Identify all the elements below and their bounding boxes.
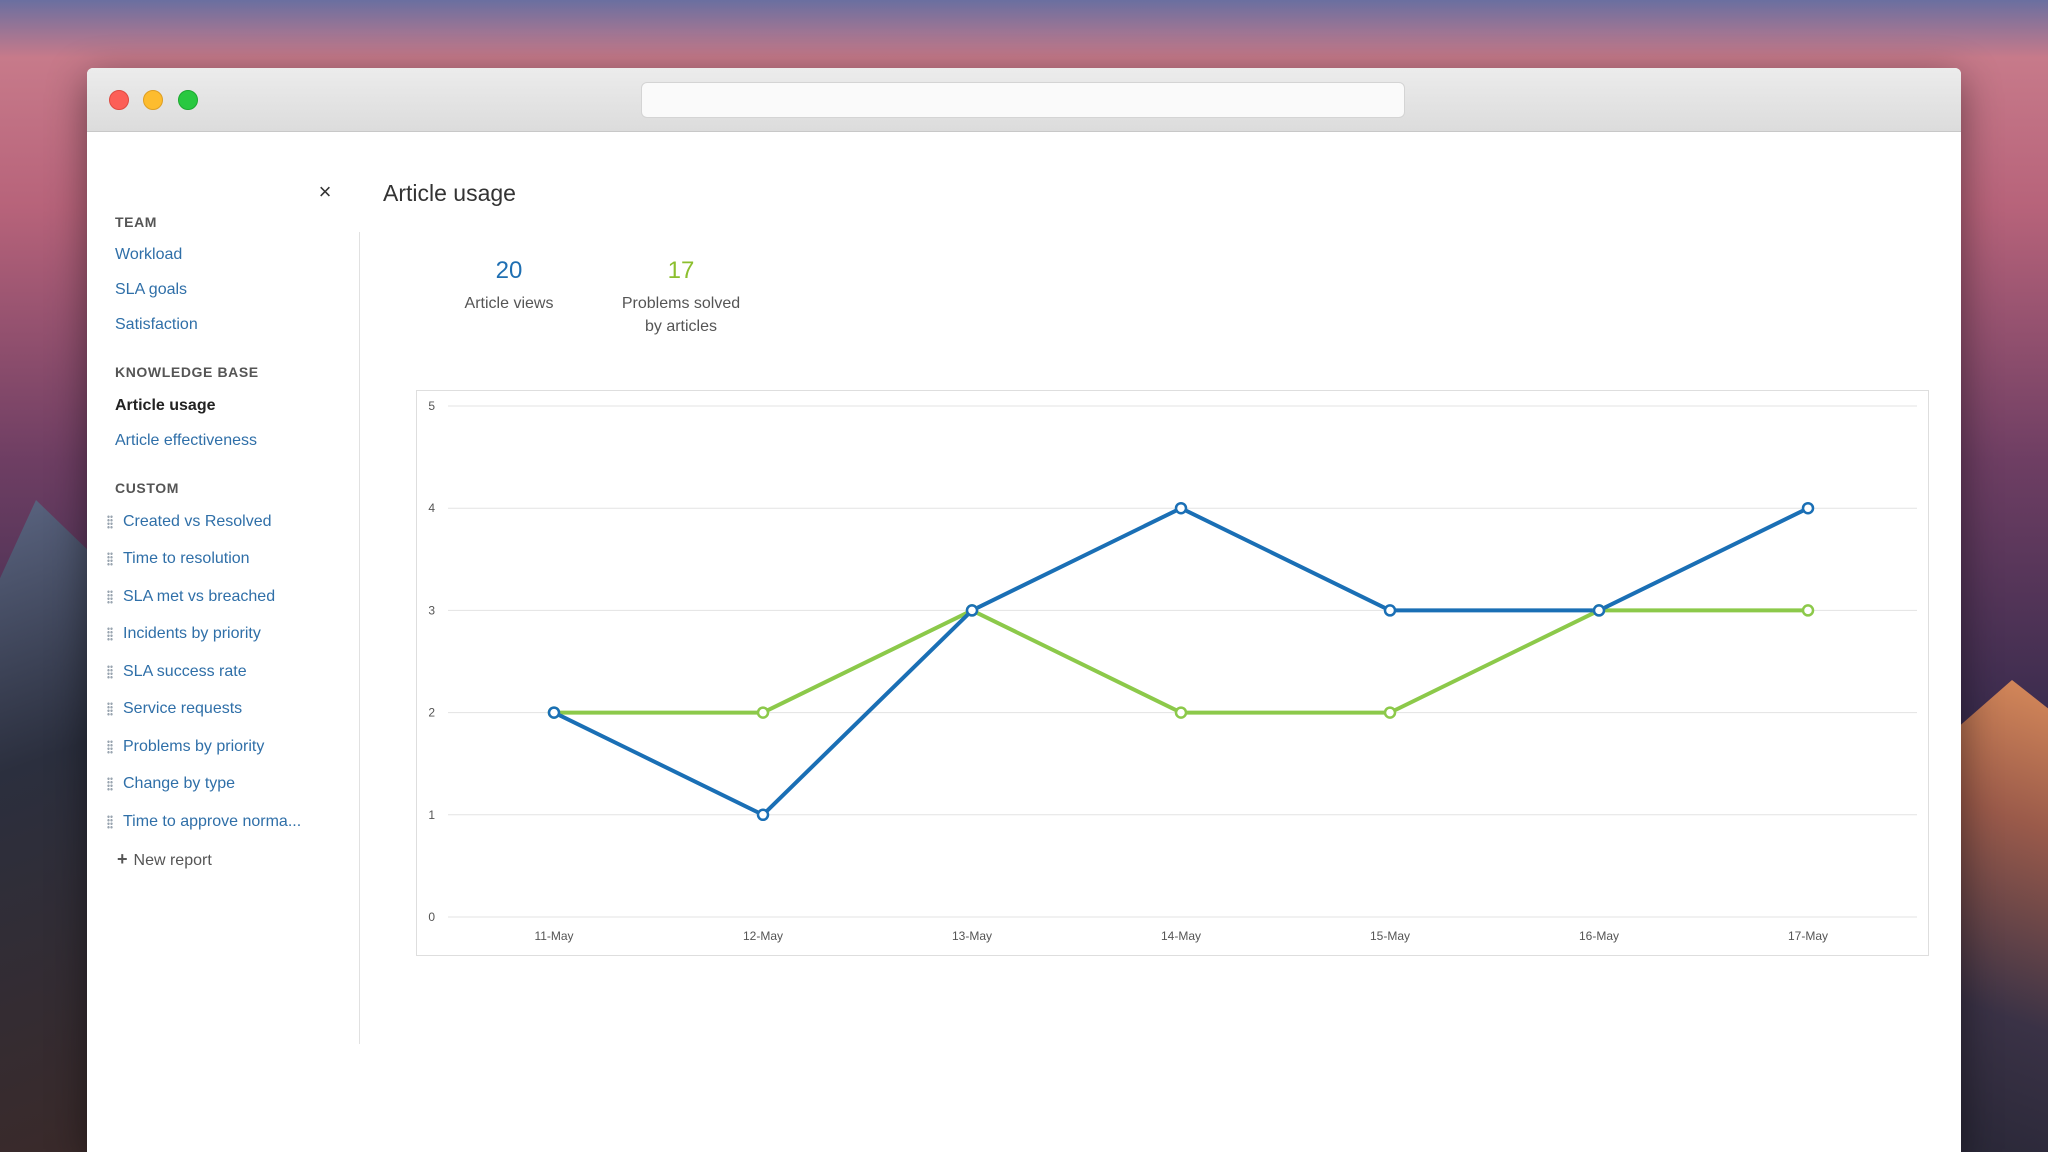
data-point (1174, 706, 1188, 719)
y-tick-label: 1 (428, 808, 435, 822)
x-tick-label: 17-May (1788, 929, 1828, 943)
metric-value: 20 (495, 257, 523, 284)
sidebar-item-label: Problems by priority (123, 738, 265, 755)
data-point (1383, 706, 1397, 719)
sidebar-item-label: Service requests (123, 700, 243, 717)
sidebar-item-problems-by-priority[interactable]: Problems by priority (107, 738, 264, 756)
y-tick-label: 4 (428, 501, 435, 515)
sidebar-item-time-to-resolution[interactable]: Time to resolution (107, 550, 250, 568)
data-point (756, 706, 770, 719)
data-point (965, 604, 979, 617)
metric-label-line2: by articles (644, 318, 718, 335)
sidebar-divider (359, 232, 360, 1044)
window-minimize-button[interactable] (143, 90, 163, 110)
metric-label: Article views (464, 295, 554, 312)
sidebar-heading-knowledge-base: KNOWLEDGE BASE (115, 364, 259, 380)
window-titlebar (87, 68, 1961, 132)
sidebar-item-label: Time to approve norma... (123, 813, 302, 830)
page-title: Article usage (383, 180, 516, 206)
sidebar-item-service-requests[interactable]: Service requests (107, 700, 242, 718)
drag-handle-icon[interactable] (107, 552, 113, 566)
drag-handle-icon[interactable] (107, 590, 113, 604)
data-point (756, 808, 770, 822)
y-tick-label: 3 (428, 603, 435, 617)
x-tick-label: 16-May (1579, 929, 1619, 943)
wallpaper-mountain-left (0, 500, 90, 1152)
sidebar-item-workload[interactable]: Workload (115, 246, 183, 263)
sidebar-item-time-to-approve[interactable]: Time to approve norma... (107, 813, 301, 831)
drag-handle-icon[interactable] (107, 665, 113, 679)
new-report-button[interactable]: + New report (117, 849, 212, 870)
metric-article-views: 20 Article views (444, 256, 574, 315)
y-tick-label: 2 (428, 706, 435, 720)
data-point (1592, 604, 1606, 617)
line-chart: 0 1 2 3 4 5 11-May 12-May 13-May 14-May 15-May 16-M… (416, 390, 1929, 956)
series-line-0 (553, 506, 1809, 817)
x-tick-label: 15-May (1370, 929, 1410, 943)
wallpaper-mountain-right (1958, 680, 2048, 1152)
x-tick-label: 14-May (1161, 929, 1201, 943)
sidebar-item-incidents-by-priority[interactable]: Incidents by priority (107, 625, 261, 643)
data-point (1801, 604, 1815, 617)
sidebar-item-satisfaction[interactable]: Satisfaction (115, 316, 198, 333)
drag-handle-icon[interactable] (107, 815, 113, 829)
chart-canvas: 0 1 2 3 4 5 11-May 12-May 13-May 14-May 15-May 16-M… (428, 399, 1917, 943)
sidebar-item-label: Change by type (123, 775, 236, 792)
sidebar-item-label: SLA met vs breached (123, 588, 276, 605)
address-bar[interactable] (641, 82, 1405, 118)
sidebar-item-article-effectiveness[interactable]: Article effectiveness (115, 432, 257, 449)
metric-value: 17 (667, 257, 695, 284)
x-tick-label: 12-May (743, 929, 783, 943)
new-report-label: New report (133, 852, 212, 869)
y-tick-label: 0 (428, 910, 435, 924)
data-point (547, 706, 561, 719)
x-tick-label: 13-May (952, 929, 992, 943)
drag-handle-icon[interactable] (107, 740, 113, 754)
drag-handle-icon[interactable] (107, 777, 113, 791)
plus-icon: + (117, 849, 128, 869)
sidebar-item-label: SLA success rate (123, 663, 247, 680)
sidebar-item-article-usage[interactable]: Article usage (115, 397, 216, 414)
x-tick-label: 11-May (534, 929, 573, 943)
sidebar-item-sla-goals[interactable]: SLA goals (115, 281, 188, 298)
sidebar-item-created-vs-resolved[interactable]: Created vs Resolved (107, 513, 272, 531)
sidebar-item-sla-met-vs-breached[interactable]: SLA met vs breached (107, 588, 275, 606)
drag-handle-icon[interactable] (107, 515, 113, 529)
sidebar-item-label: Incidents by priority (123, 625, 261, 642)
browser-window: × TEAM Workload SLA goals Satisfaction K… (87, 68, 1961, 1152)
sidebar-item-label: Created vs Resolved (123, 513, 272, 530)
sidebar-heading-team: TEAM (115, 214, 158, 230)
data-point (1801, 501, 1815, 515)
data-point (1174, 501, 1188, 515)
data-point (1383, 604, 1397, 617)
metric-problems-solved: 17 Problems solved by articles (586, 256, 776, 338)
sidebar-close-icon[interactable]: × (318, 179, 332, 204)
metric-label: Problems solved by articles (586, 292, 776, 338)
sidebar-item-sla-success-rate[interactable]: SLA success rate (107, 663, 247, 681)
metric-label-line1: Problems solved (621, 295, 741, 312)
drag-handle-icon[interactable] (107, 702, 113, 716)
sidebar-item-label: Time to resolution (123, 550, 250, 567)
drag-handle-icon[interactable] (107, 627, 113, 641)
sidebar-item-change-by-type[interactable]: Change by type (107, 775, 235, 793)
series-line-1 (554, 608, 1808, 715)
y-tick-label: 5 (428, 399, 435, 413)
window-close-button[interactable] (109, 90, 129, 110)
window-maximize-button[interactable] (178, 90, 198, 110)
sidebar-heading-custom: CUSTOM (115, 480, 180, 496)
